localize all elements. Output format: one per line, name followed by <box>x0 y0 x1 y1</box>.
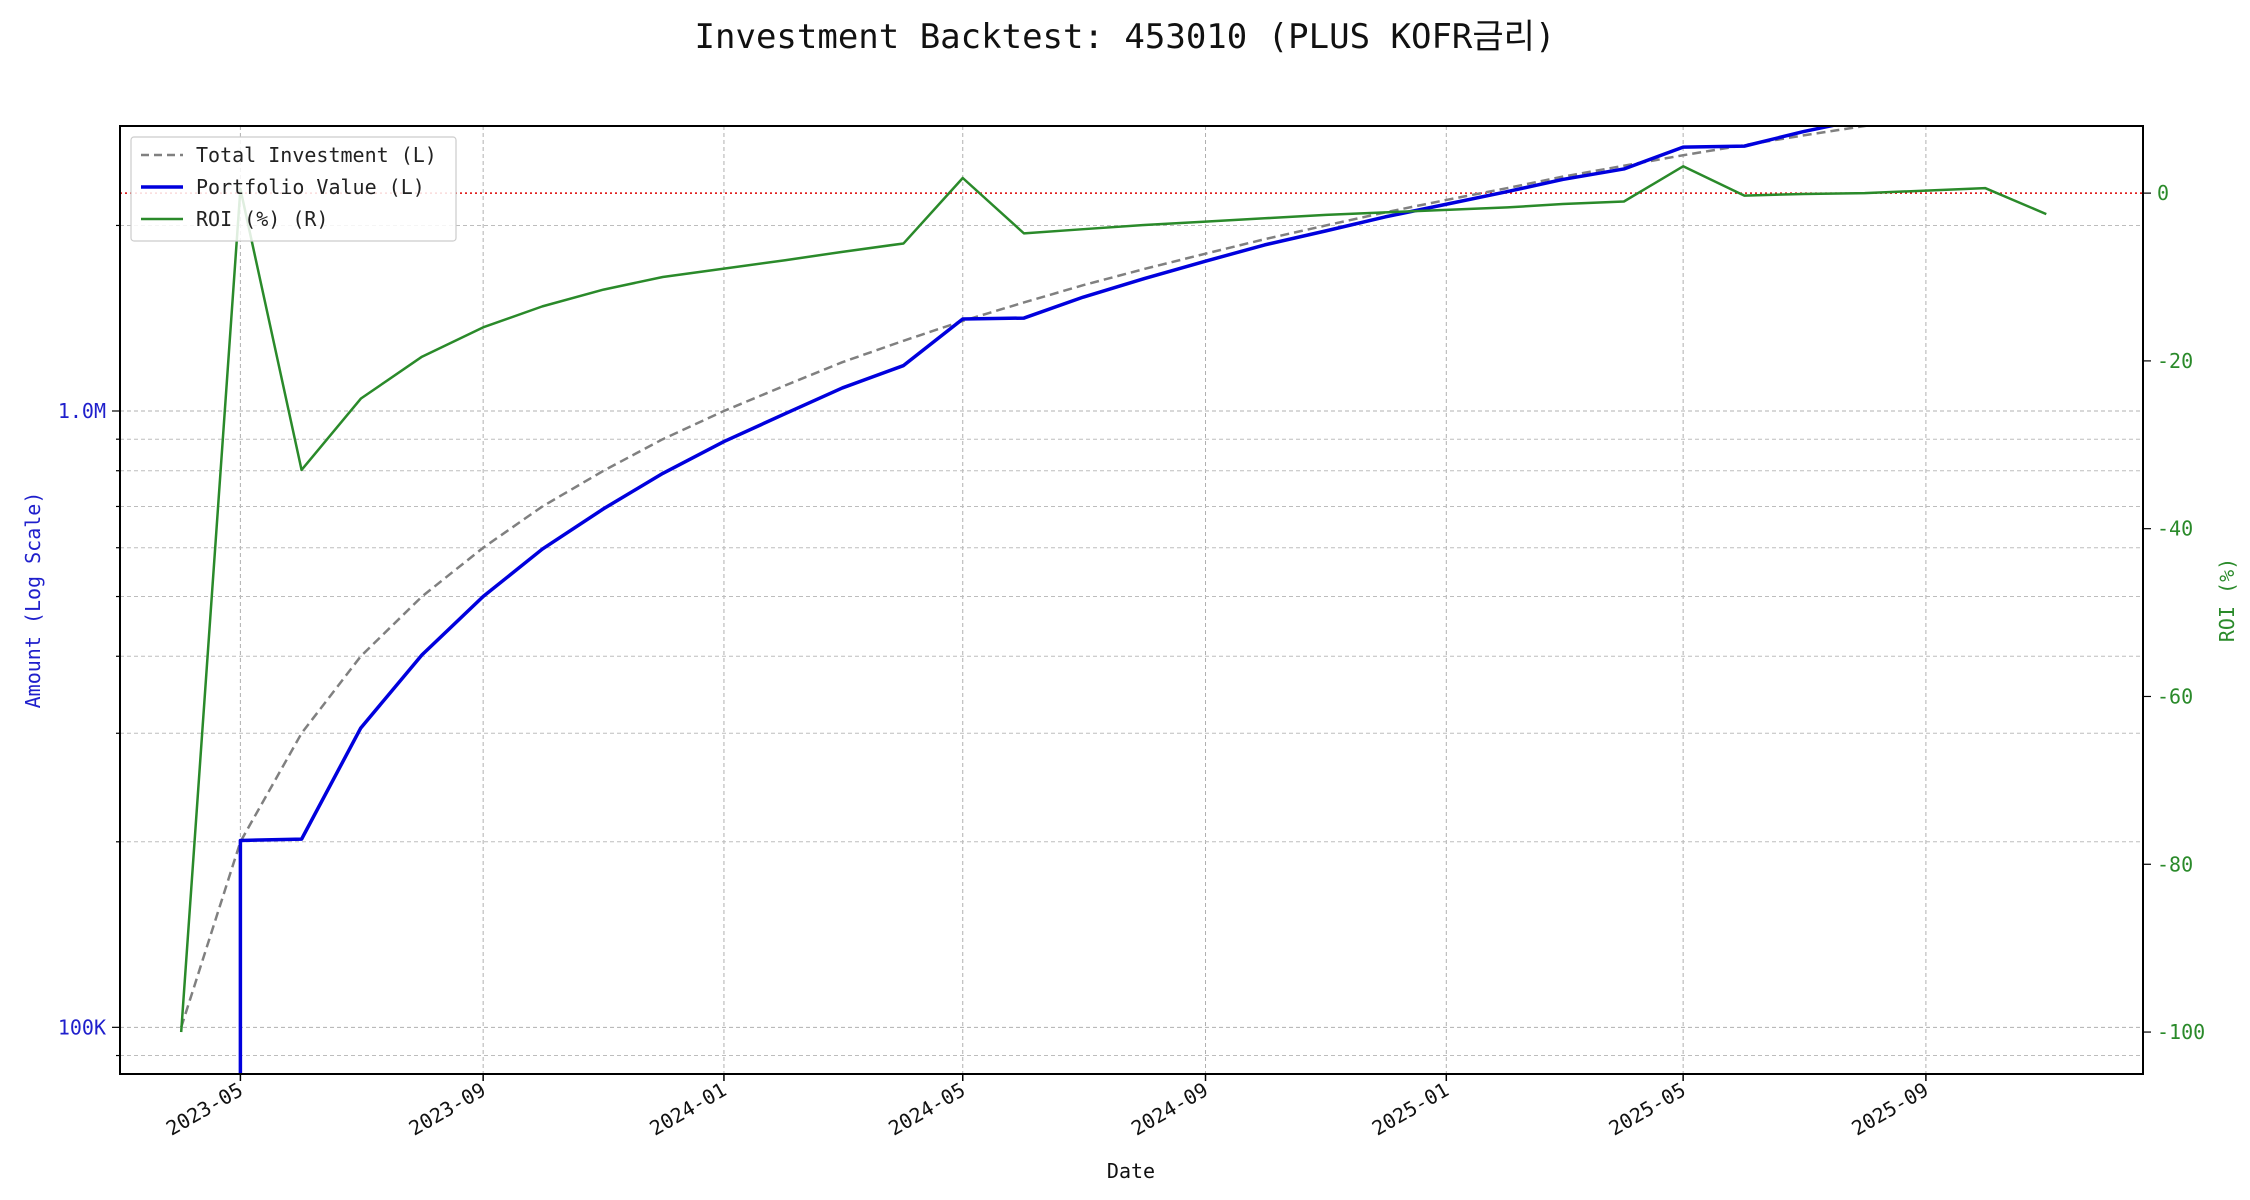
left-axis-label: Amount (Log Scale) <box>21 492 45 709</box>
right-axis-ticks: 0 -20 -40 -60 -80 -100 <box>2143 181 2205 1044</box>
right-tick-label: 0 <box>2157 181 2169 205</box>
series-layer <box>179 126 2047 1074</box>
legend-label: ROI (%) (R) <box>196 207 328 231</box>
right-tick-label: -60 <box>2157 684 2193 708</box>
right-tick-label: -100 <box>2157 1020 2205 1044</box>
right-tick-label: -40 <box>2157 517 2193 541</box>
x-axis-label: Date <box>1107 1159 1155 1183</box>
right-tick-label: -80 <box>2157 852 2193 876</box>
plot-frame <box>119 125 2144 1075</box>
right-axis-label: ROI (%) <box>2215 558 2239 642</box>
legend-label: Total Investment (L) <box>196 143 437 167</box>
right-tick-label: -20 <box>2157 349 2193 373</box>
legend-box <box>130 136 457 242</box>
legend-label: Portfolio Value (L) <box>196 175 425 199</box>
legend: Total Investment (L) Portfolio Value (L) R… <box>130 136 457 242</box>
series-line-portfolio-value-l <box>238 126 1839 1074</box>
left-axis-ticks: 100K 1.0M <box>58 224 120 1057</box>
left-tick-label: 100K <box>58 1015 106 1039</box>
left-tick-label: 1.0M <box>58 399 106 423</box>
series-line-roi-r <box>179 165 2047 1033</box>
chart-title: Investment Backtest: 453010 (PLUS KOFR금리… <box>695 17 1556 57</box>
